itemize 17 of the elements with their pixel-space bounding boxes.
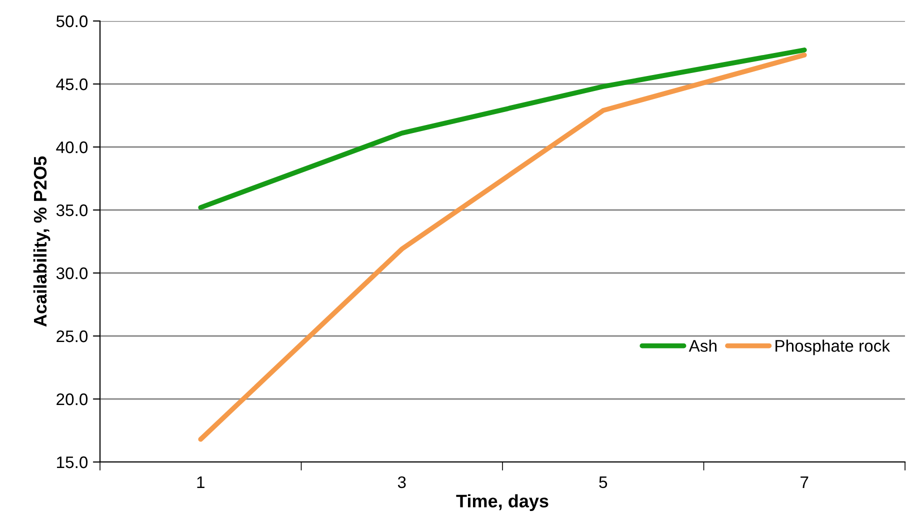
x-tick-label: 1 [197,476,204,488]
x-tick-label: 3 [398,476,406,488]
line-series [198,48,807,210]
y-axis-title: Acailability, % P2O5 [33,156,50,327]
y-tick-label: 20.0 [56,393,88,406]
legend-label: Ash [688,340,716,352]
y-tick-label: 35.0 [56,204,88,216]
y-tick-label: 15.0 [57,456,88,468]
y-tick-label: 30.0 [56,267,88,280]
y-tick-label: 40.0 [56,141,88,154]
x-tick-label: 7 [800,476,808,488]
y-tick-label: 50.0 [56,15,88,28]
x-tick-label: 5 [599,476,608,488]
y-tick-label: 25.0 [56,330,88,342]
legend-label: Phosphate rock [776,340,890,356]
y-tick-label: 45.0 [56,78,88,90]
x-axis-title: Time, days [456,494,548,512]
